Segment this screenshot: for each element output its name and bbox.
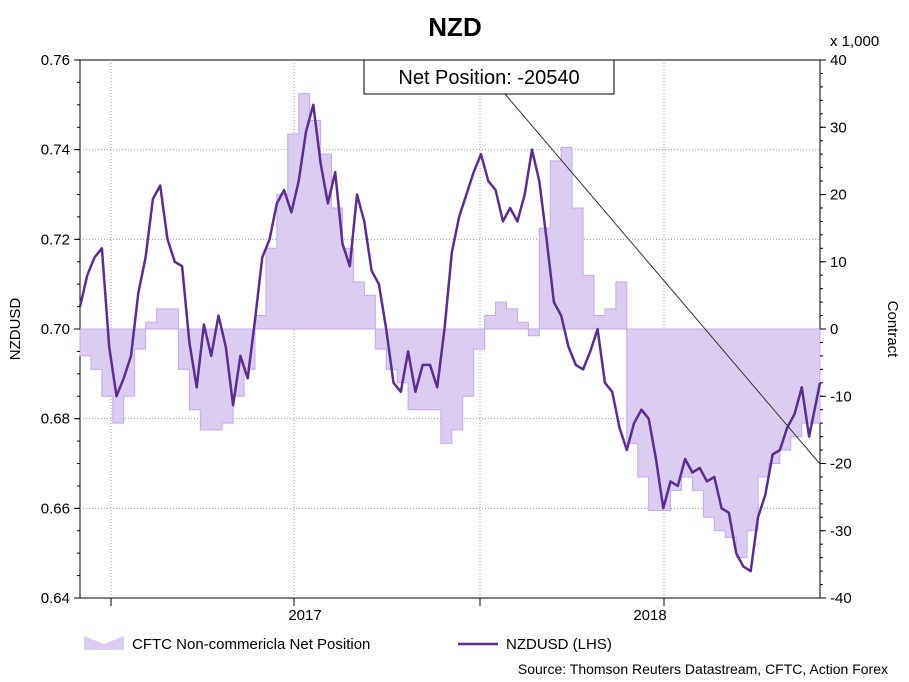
y-tick-label: 0.74	[41, 142, 70, 159]
y2-tick-label: -30	[830, 523, 852, 540]
left-axis: 0.64 0.66 0.68 0.70 0.72 0.74 0.76	[41, 52, 80, 607]
y-tick-label: 0.68	[41, 411, 70, 428]
right-axis: -40 -30 -20 -10 0 10 20 30 40	[820, 52, 852, 607]
y2-tick-label: 40	[830, 52, 847, 69]
legend: CFTC Non-commericla Net Position NZDUSD …	[84, 636, 612, 653]
y2-tick-label: 30	[830, 119, 847, 136]
y-tick-label: 0.70	[41, 321, 70, 338]
annotation-leader-line	[504, 93, 821, 465]
y2-tick-label: -40	[830, 590, 852, 607]
y2-tick-label: 20	[830, 187, 847, 204]
annotation-box	[363, 59, 615, 95]
x-axis: 2017 2018	[110, 598, 667, 624]
y2-tick-label: -20	[830, 456, 852, 473]
y-tick-label: 0.76	[41, 52, 70, 69]
annotation-label: Net Position: -20540	[398, 67, 579, 89]
y2-tick-label: 10	[830, 254, 847, 271]
x-tick-label: 2017	[288, 607, 321, 624]
y-tick-label: 0.66	[41, 500, 70, 517]
net-position-area	[79, 93, 821, 559]
y-axis-label: NZDUSD	[7, 298, 24, 361]
y2-axis-label: Contract	[884, 301, 901, 359]
y-tick-label: 0.72	[41, 231, 70, 248]
y-tick-label: 0.64	[41, 590, 70, 607]
chart-title: NZD	[428, 12, 481, 42]
legend-label-nzdusd: NZDUSD (LHS)	[506, 636, 612, 653]
x-tick-label: 2018	[633, 607, 666, 624]
y2-tick-label: 0	[830, 321, 838, 338]
legend-area-swatch	[84, 636, 124, 650]
source-note: Source: Thomson Reuters Datastream, CFTC…	[518, 661, 888, 677]
y2-tick-label: -10	[830, 388, 852, 405]
legend-label-net-position: CFTC Non-commericla Net Position	[132, 636, 370, 653]
nzdusd-line-layer	[78, 103, 822, 573]
net-position-area-layer	[79, 93, 821, 559]
y2-multiplier-label: x 1,000	[830, 33, 879, 50]
nzdusd-line	[78, 103, 822, 573]
